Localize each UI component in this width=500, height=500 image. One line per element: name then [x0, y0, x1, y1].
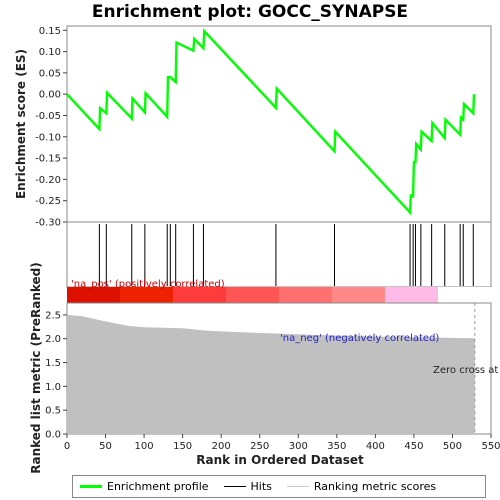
x-tick-label: 200 — [212, 441, 231, 452]
legend-ranking-metric: Ranking metric scores — [286, 480, 437, 493]
metric-area-group — [67, 314, 475, 434]
es-y-tick-label: -0.30 — [35, 218, 61, 229]
es-y-axis-label: Enrichment score (ES) — [14, 49, 28, 199]
x-axis-label: Rank in Ordered Dataset — [196, 453, 364, 467]
metric-y-tick-label: 2.0 — [45, 334, 61, 345]
es-panel: -0.30 -0.25 -0.20 -0.15 -0.10 -0.05 0.00 0.05 0.… — [14, 25, 492, 229]
metric-x-ticks: 0 50 100 150 200 250 300 350 400 450 500 550 — [64, 434, 500, 452]
es-y-tick-label: -0.15 — [35, 154, 61, 165]
es-y-tick-label: 0.05 — [39, 68, 61, 79]
hits-panel — [66, 221, 492, 303]
x-tick-label: 50 — [99, 441, 112, 452]
hit-lines-group — [98, 224, 474, 286]
ranking-bar-segment — [438, 287, 492, 303]
metric-y-axis-label: Ranked list metric (PreRanked) — [29, 262, 43, 474]
metric-y-ticks: 0.0 0.5 1.0 1.5 2.0 2.5 — [45, 310, 67, 441]
es-series-line — [66, 28, 476, 216]
legend-hits-label: Hits — [250, 480, 272, 493]
x-tick-label: 250 — [250, 441, 269, 452]
metric-y-tick-label: 1.0 — [45, 382, 61, 393]
metric-y-tick-label: 2.5 — [45, 310, 61, 321]
x-tick-label: 400 — [366, 441, 385, 452]
es-y-ticks: -0.30 -0.25 -0.20 -0.15 -0.10 -0.05 0.00 0.05 0.… — [35, 26, 67, 229]
legend-enrichment-label: Enrichment profile — [107, 480, 209, 493]
ranking-color-bar — [67, 287, 492, 303]
x-tick-label: 0 — [64, 441, 70, 452]
zero-cross-label: Zero cross at 529 — [433, 365, 500, 376]
positive-correlated-label: 'na_pos' (positively correlated) — [71, 279, 225, 290]
x-tick-label: 350 — [327, 441, 346, 452]
es-y-tick-label: 0.10 — [39, 47, 61, 58]
metric-y-tick-label: 0.0 — [45, 430, 61, 441]
legend-enrichment-profile: Enrichment profile — [80, 480, 209, 493]
chart-title: Enrichment plot: GOCC_SYNAPSE — [92, 2, 408, 22]
x-tick-label: 100 — [135, 441, 154, 452]
metric-y-tick-label: 0.5 — [45, 406, 61, 417]
ranking-bar-segment — [173, 287, 227, 303]
es-line-group — [66, 28, 476, 216]
es-y-tick-label: 0.00 — [39, 90, 61, 101]
ranking-bar-segment — [226, 287, 280, 303]
x-tick-label: 550 — [481, 441, 500, 452]
hits-plot-area — [66, 221, 492, 288]
metric-area-fill — [67, 314, 475, 434]
x-tick-label: 150 — [173, 441, 192, 452]
legend-ranking-swatch — [286, 486, 309, 487]
x-tick-label: 500 — [443, 441, 462, 452]
x-tick-label: 300 — [289, 441, 308, 452]
ranking-bar-segment — [385, 287, 439, 303]
legend-ranking-label: Ranking metric scores — [313, 480, 437, 493]
ranking-bar-segment — [279, 287, 333, 303]
negative-correlated-label: 'na_neg' (negatively correlated) — [280, 333, 439, 344]
es-y-tick-label: -0.05 — [35, 111, 61, 122]
es-y-tick-label: 0.15 — [39, 26, 61, 37]
x-tick-label: 450 — [404, 441, 423, 452]
ranking-bar-segment — [120, 287, 174, 303]
es-y-tick-label: -0.20 — [35, 175, 61, 186]
es-plot-area — [66, 25, 492, 223]
legend-enrichment-swatch — [80, 485, 102, 488]
metric-panel: 0.0 0.5 1.0 1.5 2.0 2.5 0 50 100 150 200 250 300 350… — [29, 262, 500, 474]
ranking-bar-segment — [67, 287, 121, 303]
metric-y-tick-label: 1.5 — [45, 358, 61, 369]
es-y-tick-label: -0.10 — [35, 132, 61, 143]
legend-hits: Hits — [223, 480, 272, 493]
legend-hits-swatch — [223, 486, 246, 487]
es-y-tick-label: -0.25 — [35, 196, 61, 207]
legend: Enrichment profile Hits Ranking metric s… — [72, 475, 486, 498]
ranking-bar-segment — [332, 287, 386, 303]
